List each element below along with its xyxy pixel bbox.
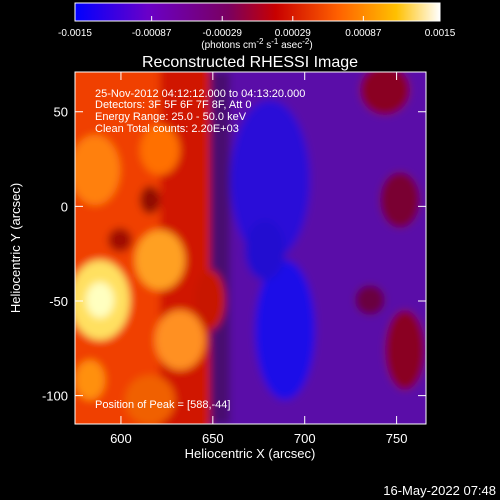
colorbar-tick-label: -0.00087	[132, 28, 172, 39]
annotation-peak: Position of Peak = [588,-44]	[95, 399, 230, 411]
y-tick-label: 0	[61, 199, 68, 214]
colorbar-ticks: -0.0015 -0.00087 -0.00029 0.00029 0.00087 0.0…	[58, 16, 456, 39]
annotation-detectors: Detectors: 3F 5F 6F 7F 8F, Att 0	[95, 99, 252, 111]
heatmap-image	[75, 72, 426, 424]
x-tick-label: 700	[294, 431, 316, 446]
x-axis-label: Heliocentric X (arcsec)	[185, 446, 316, 461]
info-annotations: 25-Nov-2012 04:12:12.000 to 04:13:20.000…	[95, 88, 305, 411]
chart-title: Reconstructed RHESSI Image	[142, 54, 358, 71]
colorbar-tick-label: 0.00029	[275, 28, 312, 39]
colorbar-gradient	[74, 2, 441, 22]
colorbar-tick-label: 0.00087	[345, 28, 382, 39]
y-axis-label: Heliocentric Y (arcsec)	[8, 183, 23, 313]
x-tick-label: 600	[110, 431, 132, 446]
y-tick-label: 50	[54, 105, 68, 120]
annotation-energy: Energy Range: 25.0 - 50.0 keV	[95, 111, 247, 123]
y-axis-ticks: 50 0 -50 -100	[42, 105, 426, 404]
x-tick-label: 650	[202, 431, 224, 446]
annotation-clean: Clean Total counts: 2.20E+03	[95, 123, 239, 135]
colorbar-tick-label: -0.00029	[202, 28, 242, 39]
y-tick-label: -50	[49, 294, 68, 309]
x-tick-label: 750	[386, 431, 408, 446]
plot-frame	[74, 71, 427, 425]
colorbar: -0.0015 -0.00087 -0.00029 0.00029 0.00087 0.0…	[58, 2, 456, 51]
y-tick-label: -100	[42, 389, 68, 404]
annotation-time: 25-Nov-2012 04:12:12.000 to 04:13:20.000	[95, 88, 305, 100]
colorbar-tick-label: 0.0015	[425, 28, 456, 39]
date-stamp: 16-May-2022 07:48	[383, 483, 496, 498]
x-axis-ticks: 600 650 700 750	[110, 72, 407, 446]
colorbar-unit-label: (photons cm-2 s-1 asec-2)	[201, 37, 312, 51]
colorbar-tick-label: -0.0015	[58, 28, 92, 39]
